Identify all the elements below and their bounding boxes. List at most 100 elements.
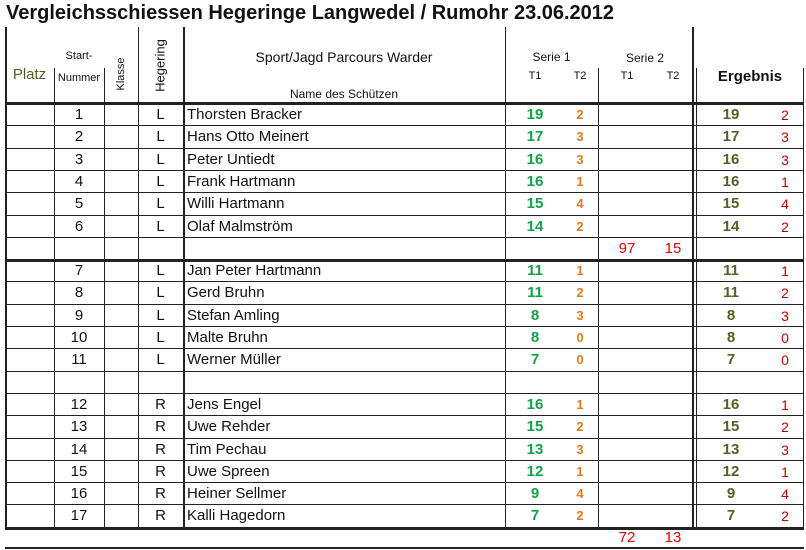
ergebnis-t2: 0	[781, 352, 789, 368]
start-number: 4	[74, 173, 84, 190]
column-divider	[138, 27, 139, 527]
shooter-name: Frank Hartmann	[187, 173, 296, 190]
ergebnis-score: 16	[722, 396, 740, 413]
shooter-name: Peter Untiedt	[187, 151, 275, 168]
serie1-t1: 16	[526, 173, 544, 190]
ergebnis-score: 14	[722, 218, 740, 235]
serie1-t2: 1	[576, 464, 584, 479]
start-number: 7	[74, 262, 84, 279]
ergebnis-t2: 3	[781, 129, 789, 145]
shooter-name: Uwe Spreen	[187, 463, 270, 480]
shooter-name: Thorsten Bracker	[187, 106, 303, 123]
serie1-t1: 11	[527, 284, 543, 301]
serie1-t1: 13	[526, 441, 544, 458]
ergebnis-score: 16	[722, 173, 740, 190]
hegering: R	[155, 396, 166, 413]
serie1-t1: 9	[530, 485, 540, 502]
shooter-name: Gerd Bruhn	[187, 284, 265, 301]
row-divider	[5, 281, 804, 282]
serie1-t1: 8	[530, 307, 540, 324]
ergebnis-score: 15	[722, 418, 740, 435]
ergebnis-score: 12	[722, 463, 740, 480]
column-divider	[5, 27, 7, 527]
ergebnis-score: 17	[722, 128, 740, 145]
row-divider	[5, 504, 804, 505]
row-divider	[5, 304, 804, 305]
header-s1-t2: T2	[573, 70, 587, 82]
row-divider	[5, 393, 804, 394]
hegering: R	[155, 507, 166, 524]
start-number: 13	[70, 418, 88, 435]
hegering: R	[155, 485, 166, 502]
start-number: 5	[74, 195, 84, 212]
hegering: L	[156, 128, 165, 145]
header-name: Name des Schützen	[289, 87, 399, 101]
row-divider	[5, 527, 804, 530]
shooter-name: Hans Otto Meinert	[187, 128, 309, 145]
serie1-t1: 16	[526, 151, 544, 168]
subtotal-t1: 97	[618, 240, 636, 257]
column-divider	[183, 27, 185, 527]
shooter-name: Jens Engel	[187, 396, 262, 413]
serie1-t2: 1	[576, 174, 584, 189]
column-divider	[696, 68, 697, 527]
header-ergebnis: Ergebnis	[717, 68, 783, 85]
start-number: 15	[70, 463, 88, 480]
row-divider	[5, 170, 804, 171]
ergebnis-score: 13	[722, 441, 740, 458]
ergebnis-t2: 0	[781, 330, 789, 346]
serie1-t2: 0	[576, 352, 584, 367]
ergebnis-score: 15	[722, 195, 740, 212]
serie1-t1: 16	[526, 396, 544, 413]
serie1-t2: 4	[576, 196, 584, 211]
ergebnis-t2: 4	[781, 196, 789, 212]
hegering: R	[155, 441, 166, 458]
hegering: L	[156, 173, 165, 190]
hegering: L	[156, 351, 165, 368]
shooter-name: Uwe Rehder	[187, 418, 271, 435]
serie1-t2: 3	[576, 308, 584, 323]
serie1-t2: 1	[576, 397, 584, 412]
ergebnis-score: 7	[726, 507, 736, 524]
header-s2-t1: T1	[620, 70, 634, 82]
shooter-name: Kalli Hagedorn	[187, 507, 286, 524]
ergebnis-t2: 1	[781, 397, 789, 413]
row-divider	[5, 148, 804, 149]
start-number: 16	[70, 485, 88, 502]
start-number: 12	[70, 396, 88, 413]
ergebnis-score: 11	[723, 284, 739, 301]
shooter-name: Heiner Sellmer	[187, 485, 287, 502]
row-divider	[5, 259, 804, 262]
serie1-t2: 1	[576, 263, 584, 278]
ergebnis-t2: 4	[781, 486, 789, 502]
serie1-t1: 19	[526, 106, 544, 123]
serie1-t1: 15	[526, 195, 544, 212]
row-divider	[5, 371, 804, 372]
start-number: 1	[74, 106, 84, 123]
header-divider	[5, 102, 804, 105]
row-divider	[5, 348, 804, 349]
start-number: 17	[70, 507, 88, 524]
header-nummer: Nummer	[57, 72, 101, 84]
start-number: 3	[74, 151, 84, 168]
header-serie2: Serie 2	[625, 51, 665, 65]
start-number: 8	[74, 284, 84, 301]
hegering: L	[156, 106, 165, 123]
ergebnis-score: 8	[726, 329, 736, 346]
shooter-name: Olaf Malmström	[187, 218, 293, 235]
start-number: 14	[70, 441, 88, 458]
ergebnis-score: 19	[722, 106, 740, 123]
header-serie1: Serie 1	[532, 50, 571, 64]
hegering: L	[156, 195, 165, 212]
serie1-t1: 15	[526, 418, 544, 435]
hegering: R	[155, 463, 166, 480]
ergebnis-t2: 1	[781, 174, 789, 190]
ergebnis-score: 11	[723, 262, 739, 279]
serie1-t2: 3	[576, 152, 584, 167]
serie1-t1: 11	[527, 262, 543, 279]
start-number: 2	[74, 128, 84, 145]
hegering: R	[155, 418, 166, 435]
serie1-t2: 2	[576, 285, 584, 300]
footer-subtotal-t1: 72	[618, 529, 636, 546]
